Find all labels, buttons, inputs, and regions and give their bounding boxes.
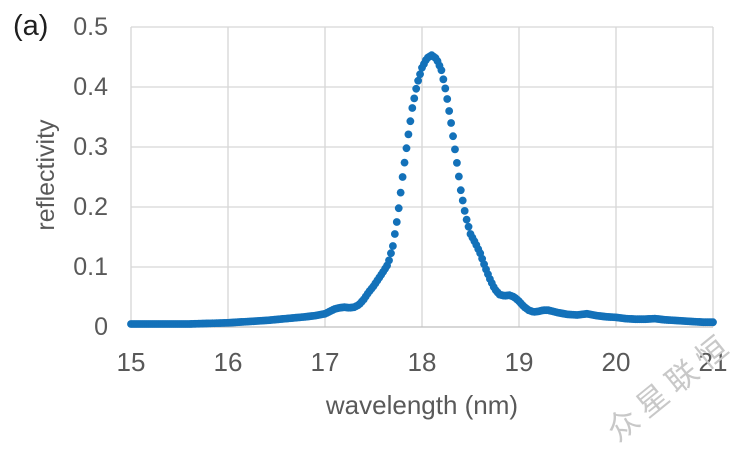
- data-point-marker: [402, 144, 411, 153]
- data-point-marker: [451, 145, 459, 154]
- data-point-marker: [396, 188, 405, 197]
- data-point-marker: [392, 218, 401, 226]
- data-point-marker: [385, 256, 393, 265]
- y-tick-label: 0.1: [73, 253, 108, 281]
- gridlines: [130, 26, 714, 327]
- data-point-marker: [404, 130, 413, 139]
- data-point-marker: [398, 173, 407, 181]
- data-point-marker: [447, 119, 455, 127]
- data-point-marker: [400, 158, 409, 167]
- data-point-marker: [387, 249, 395, 258]
- data-point-marker: [412, 84, 421, 93]
- x-tick-label: 20: [601, 347, 631, 377]
- data-point-marker: [414, 76, 423, 85]
- data-point-marker: [454, 172, 463, 181]
- data-point-marker: [460, 206, 469, 215]
- data-point-marker: [462, 215, 471, 224]
- x-tick-label: 16: [213, 347, 243, 377]
- data-point-marker: [709, 318, 717, 327]
- data-point-marker: [443, 95, 452, 103]
- y-tick-label: 0.4: [73, 73, 108, 101]
- data-point-marker: [406, 117, 415, 126]
- data-point-marker: [408, 104, 417, 112]
- x-tick-label: 17: [310, 347, 340, 377]
- x-tick-label: 21: [698, 347, 728, 377]
- data-point-marker: [394, 204, 403, 213]
- y-tick-label: 0.5: [73, 13, 108, 41]
- data-point-marker: [445, 107, 454, 115]
- data-point-marker: [389, 242, 397, 250]
- y-tick-label: 0: [94, 313, 108, 341]
- data-point-marker: [437, 66, 446, 75]
- data-point-marker: [441, 84, 450, 93]
- x-tick-label: 18: [407, 347, 437, 377]
- data-point-marker: [464, 222, 473, 231]
- series-reflectivity: [127, 51, 717, 328]
- data-point-marker: [458, 196, 467, 205]
- data-point-marker: [449, 132, 457, 141]
- y-tick-label: 0.2: [73, 193, 108, 221]
- x-tick-label: 19: [504, 347, 534, 377]
- panel-label: (a): [13, 10, 49, 42]
- data-point-marker: [453, 158, 461, 167]
- x-axis-title: wavelength (nm): [325, 390, 519, 420]
- data-point-marker: [390, 230, 399, 238]
- data-point-marker: [456, 186, 465, 195]
- x-tick-label: 15: [116, 347, 146, 377]
- data-point-marker: [439, 75, 448, 84]
- data-point-marker: [410, 94, 419, 103]
- y-tick-label: 0.3: [73, 133, 108, 161]
- data-point-marker: [416, 70, 424, 79]
